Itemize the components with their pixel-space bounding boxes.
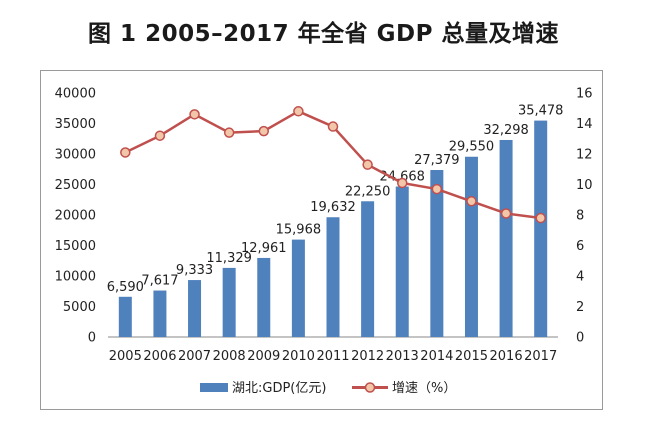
x-tick: 2015 (455, 349, 488, 364)
y-tick-right: 6 (576, 239, 584, 254)
y-tick-right: 10 (576, 178, 593, 193)
growth-point (120, 147, 131, 158)
bar (499, 139, 513, 337)
bar-labels-layer: 6,5907,6179,33311,32912,96115,96819,6322… (107, 104, 564, 295)
y-tick-right: 4 (576, 270, 584, 285)
ticks-layer: 0 5000 10000 15000 20000 25000 30000 35000 40000… (55, 87, 593, 365)
bar-data-label: 7,617 (141, 274, 178, 289)
bar (118, 296, 132, 337)
bar-data-label: 32,298 (483, 123, 529, 138)
y-tick-right: 2 (576, 300, 584, 315)
x-tick: 2011 (316, 349, 349, 364)
bar-data-label: 9,333 (176, 263, 213, 278)
x-tick: 2013 (386, 349, 419, 364)
legend-label-growth: 增速（%） (392, 381, 456, 396)
x-tick: 2006 (143, 349, 176, 364)
growth-point (293, 106, 304, 117)
x-tick: 2005 (109, 349, 142, 364)
y-tick-left: 15000 (55, 239, 96, 254)
y-tick-right: 8 (576, 209, 584, 224)
chart-title: 图 1 2005–2017 年全省 GDP 总量及增速 (88, 21, 559, 47)
x-tick: 2014 (420, 349, 453, 364)
bar (464, 156, 478, 337)
y-tick-right: 14 (576, 117, 593, 132)
y-tick-left: 30000 (55, 148, 96, 163)
growth-point (396, 177, 408, 189)
legend-swatch-growth-marker (364, 382, 376, 393)
x-tick: 2007 (178, 349, 211, 364)
bar (430, 169, 444, 337)
y-tick-left: 35000 (55, 117, 96, 132)
y-tick-right: 12 (576, 148, 593, 163)
bar (222, 267, 236, 337)
y-tick-left: 10000 (55, 270, 96, 285)
bar (395, 186, 409, 337)
bar-data-label: 22,250 (345, 184, 391, 199)
bar-data-label: 15,968 (276, 223, 322, 238)
bar-data-label: 6,590 (107, 280, 144, 295)
bar (361, 201, 375, 337)
bar (326, 217, 340, 337)
x-tick: 2008 (213, 349, 246, 364)
x-tick: 2012 (351, 349, 384, 364)
growth-point (223, 127, 235, 138)
growth-point (154, 130, 166, 141)
bar (257, 257, 271, 337)
bar-data-label: 12,961 (241, 241, 287, 256)
bar (153, 290, 167, 337)
legend: 湖北:GDP(亿元) 增速（%） (200, 381, 456, 396)
bar-data-label: 35,478 (518, 104, 564, 119)
bar (291, 239, 305, 337)
y-tick-left: 20000 (55, 209, 96, 224)
growth-point (327, 121, 339, 132)
bar-data-label: 27,379 (414, 153, 460, 168)
legend-label-gdp: 湖北:GDP(亿元) (232, 381, 326, 396)
bar-data-label: 24,668 (379, 170, 425, 185)
growth-point (189, 109, 200, 120)
bar (534, 120, 548, 337)
x-tick: 2010 (282, 349, 315, 364)
bar-data-label: 19,632 (310, 200, 356, 215)
growth-point (258, 125, 270, 137)
legend-swatch-gdp (200, 383, 228, 392)
growth-point (466, 196, 477, 207)
bar-data-label: 11,329 (206, 251, 252, 266)
y-tick-left: 25000 (55, 178, 96, 193)
x-tick: 2016 (490, 349, 523, 364)
y-tick-left: 5000 (63, 300, 96, 315)
bar-data-label: 29,550 (449, 140, 495, 155)
growth-point (431, 183, 443, 195)
growth-point (362, 159, 373, 170)
y-tick-left: 0 (88, 331, 96, 346)
chart-frame (40, 70, 603, 410)
x-tick: 2009 (247, 349, 280, 364)
x-tick: 2017 (524, 349, 557, 364)
growth-line-layer (120, 106, 546, 224)
growth-point (535, 212, 546, 224)
y-tick-left: 40000 (55, 87, 96, 102)
y-tick-right: 0 (576, 331, 584, 346)
bar (188, 280, 202, 337)
growth-point (500, 208, 512, 219)
y-tick-right: 16 (576, 87, 593, 102)
